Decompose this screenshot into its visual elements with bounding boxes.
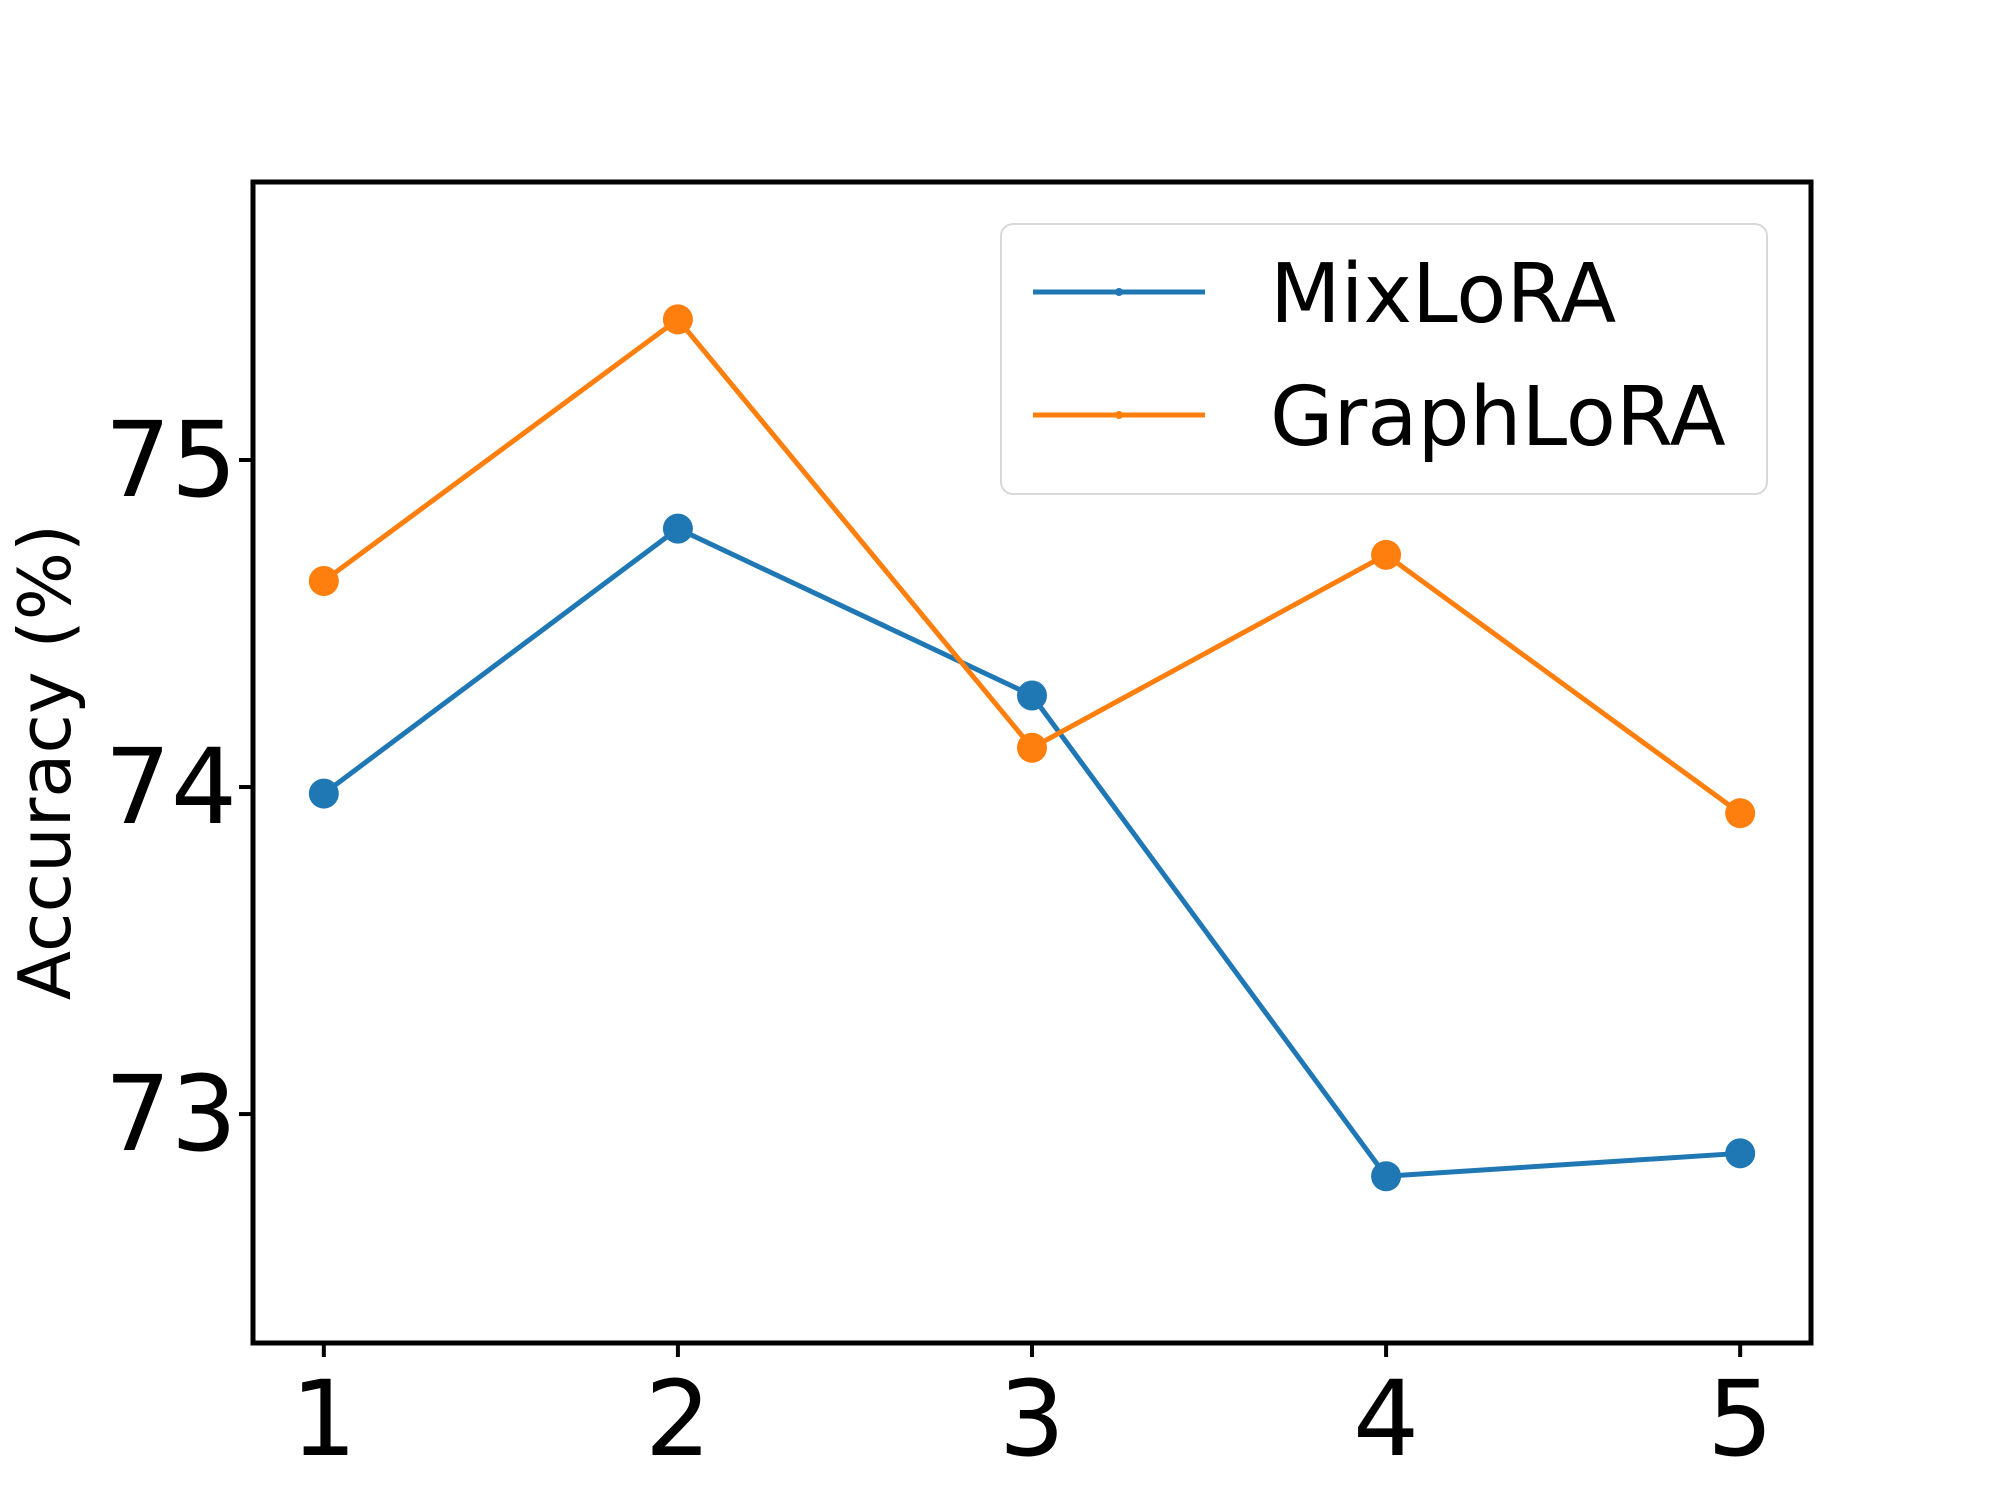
data-point-mixlora bbox=[308, 778, 339, 809]
y-tick-label: 73 bbox=[105, 1053, 237, 1175]
y-tick-label: 74 bbox=[105, 726, 237, 848]
x-tick-label: 3 bbox=[999, 1358, 1065, 1480]
data-point-mixlora bbox=[1017, 680, 1047, 711]
series-group bbox=[308, 304, 1756, 1192]
data-point-mixlora bbox=[1725, 1138, 1756, 1169]
x-tick-label: 5 bbox=[1707, 1358, 1773, 1480]
y-axis-label: Accuracy (%) bbox=[3, 524, 87, 1000]
y-tick-label: 75 bbox=[105, 399, 237, 521]
x-tick-label: 4 bbox=[1353, 1358, 1419, 1480]
x-tick-label: 1 bbox=[291, 1358, 357, 1480]
legend-marker-graphlora bbox=[1115, 411, 1123, 419]
legend-label-mixlora: MixLoRA bbox=[1270, 247, 1616, 342]
y-axis-ticks: 73 74 75 bbox=[105, 399, 253, 1175]
data-point-graphlora bbox=[308, 565, 339, 596]
data-point-graphlora bbox=[1725, 798, 1756, 829]
legend: MixLoRA GraphLoRA bbox=[1000, 223, 1768, 495]
data-point-graphlora bbox=[1017, 732, 1047, 763]
data-point-mixlora bbox=[662, 513, 693, 544]
plot-frame bbox=[250, 179, 1814, 1346]
data-point-mixlora bbox=[1371, 1161, 1402, 1192]
legend-marker-mixlora bbox=[1115, 288, 1123, 296]
x-axis-ticks: 1 2 3 4 5 bbox=[291, 1343, 1773, 1480]
series-line-mixlora bbox=[322, 526, 1741, 1179]
legend-label-graphlora: GraphLoRA bbox=[1270, 370, 1726, 465]
data-point-graphlora bbox=[662, 304, 693, 335]
data-point-graphlora bbox=[1371, 539, 1402, 570]
x-tick-label: 2 bbox=[645, 1358, 711, 1480]
